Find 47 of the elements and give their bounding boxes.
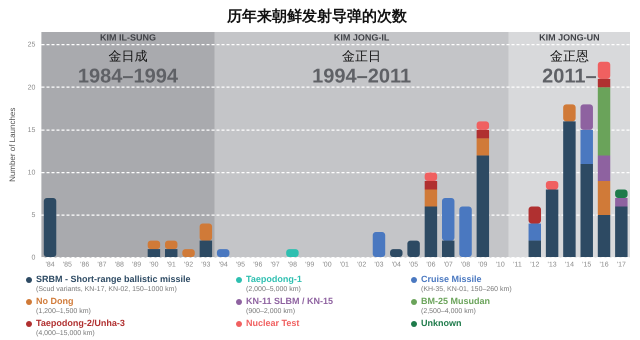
bar: [476, 130, 490, 138]
bar: [442, 198, 454, 241]
bar: [200, 240, 212, 257]
y-axis-title: Number of Launches: [8, 108, 18, 182]
bar: [459, 206, 472, 257]
bar: [476, 155, 490, 257]
bar: [598, 62, 610, 79]
bar: [580, 164, 593, 257]
legend-label: SRBM - Short-range ballistic missile: [36, 274, 191, 285]
legend-label: Nuclear Test: [246, 318, 300, 329]
bar: [407, 240, 420, 257]
bar: [476, 138, 490, 156]
bar: [424, 206, 438, 257]
bar: [164, 249, 178, 257]
bar: [598, 78, 610, 88]
bar: [200, 224, 212, 241]
bar: [442, 240, 454, 257]
bar: [598, 215, 610, 257]
bar: [528, 224, 542, 241]
band-label: KIM IL-SUNG 金日成 1984–1994: [78, 32, 179, 88]
legend-label: Taepodong-2/Unha-3: [36, 318, 125, 329]
legend-label: Unknown: [421, 318, 462, 329]
legend-label: No Dong: [36, 296, 74, 307]
legend-label: Taepodong-1: [246, 274, 302, 285]
bar: [563, 104, 576, 122]
legend-label: BM-25 Musudan: [421, 296, 490, 307]
bar: [372, 232, 386, 257]
bar: [44, 198, 56, 257]
bar: [598, 180, 610, 216]
bar: [580, 104, 593, 130]
band-label: KIM JONG-IL 金正日 1994–2011: [312, 32, 412, 88]
bar: [615, 206, 628, 257]
bar: [148, 249, 160, 257]
bar: [546, 189, 558, 257]
band-label: KIM JONG-UN 金正恩 2011–: [539, 32, 600, 88]
bar: [598, 87, 610, 156]
bar: [424, 180, 438, 190]
legend-label: Cruise Missile: [421, 274, 483, 285]
bar: [598, 155, 610, 181]
bar: [563, 121, 576, 257]
bar: [580, 130, 593, 164]
bar: [424, 189, 438, 207]
chart-title: 历年来朝鲜发射导弹的次数: [226, 8, 408, 26]
bar: [528, 240, 542, 257]
legend-label: KN-11 SLBM / KN-15: [246, 296, 334, 307]
bar: [615, 198, 628, 207]
bar: [528, 206, 542, 224]
